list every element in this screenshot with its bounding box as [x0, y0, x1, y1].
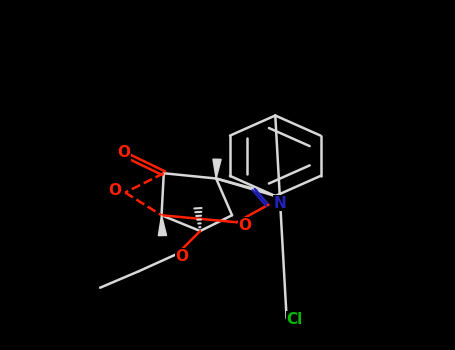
Text: O: O — [176, 249, 188, 264]
Text: O: O — [117, 146, 130, 160]
Polygon shape — [213, 159, 221, 178]
Text: Cl: Cl — [287, 312, 303, 327]
Text: O: O — [238, 218, 251, 233]
Text: N: N — [273, 196, 286, 210]
Text: O: O — [109, 183, 121, 198]
Polygon shape — [158, 215, 167, 236]
